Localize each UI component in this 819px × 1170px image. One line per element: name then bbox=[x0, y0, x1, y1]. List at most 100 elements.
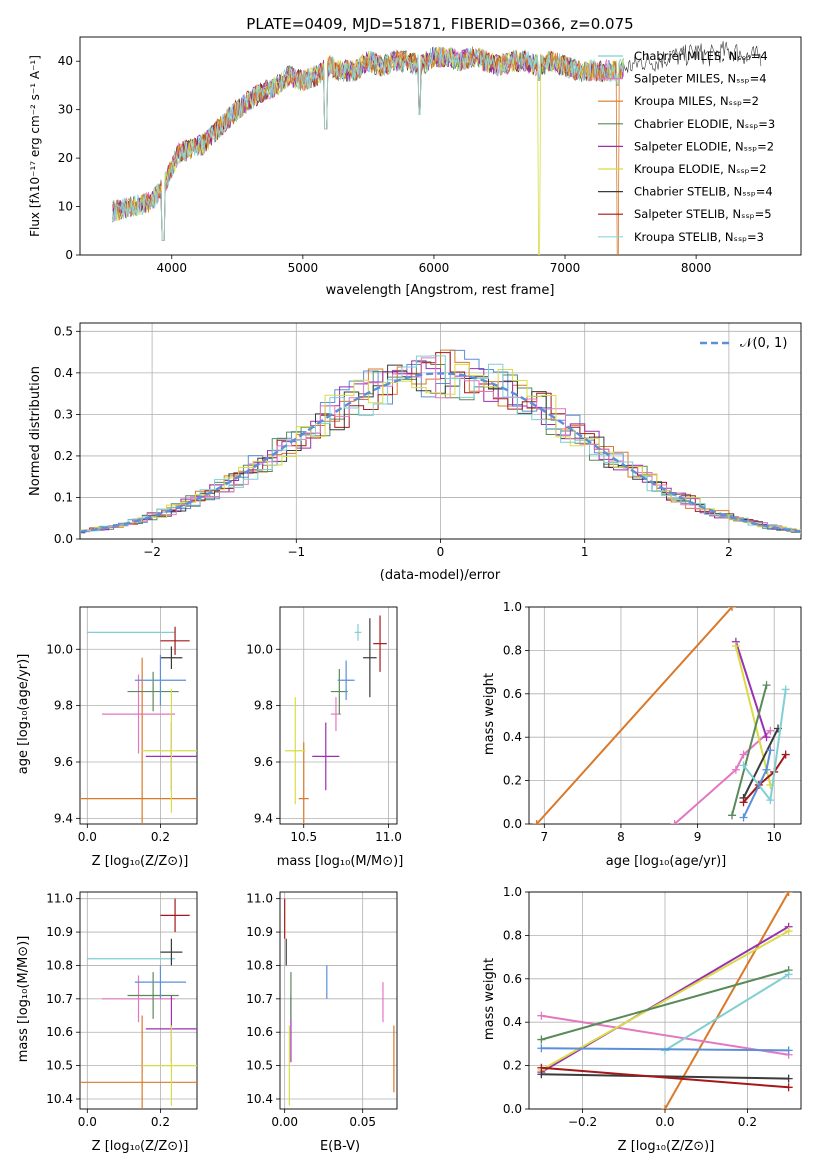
weight-age-marker-2-1 bbox=[762, 733, 771, 742]
weight-z-marker-4-0 bbox=[537, 1035, 546, 1044]
weight-z-line-miles_salpeter bbox=[541, 1014, 789, 1056]
age-mass-ytick-label-3: 10.0 bbox=[246, 642, 273, 656]
mass-ebv-ytick-label-1: 10.5 bbox=[246, 1059, 273, 1073]
weight-age-marker-1-0 bbox=[670, 820, 679, 824]
weight-age-ytick-label-4: 0.8 bbox=[503, 643, 522, 657]
weight-z-xlabel: Z [log₁₀(Z/Z⊙)] bbox=[618, 1139, 715, 1154]
weight-z-marker-8-1 bbox=[784, 1046, 793, 1055]
weight-age-marker-7-2 bbox=[781, 685, 790, 694]
age-mass-ytick-label-1: 9.6 bbox=[254, 755, 273, 769]
weight-age-marker-1-3 bbox=[766, 726, 775, 735]
weight-age-xtick-label-3: 10 bbox=[767, 830, 782, 844]
weight-age-line-elodie_kroupa bbox=[734, 645, 772, 786]
spectrum-legend-label-4: Salpeter ELODIE, Nₛₛₚ=2 bbox=[634, 139, 774, 153]
weight-z-marker-7-1 bbox=[784, 970, 793, 979]
weight-age-line-stelib_chabrier bbox=[742, 728, 779, 799]
spectrum-ytick-label-0: 0 bbox=[65, 248, 73, 262]
spectrum-ytick-label-4: 40 bbox=[58, 54, 73, 68]
weight-age-ytick-label-3: 0.6 bbox=[503, 687, 522, 701]
age-z-ytick-label-2: 9.8 bbox=[54, 699, 73, 713]
weight-z-line-stelib_salpeter bbox=[541, 1066, 789, 1089]
spectrum-xtick-label-1: 5000 bbox=[288, 261, 319, 275]
residuals-ytick-label-3: 0.3 bbox=[54, 407, 73, 421]
weight-age-series bbox=[532, 607, 790, 824]
residuals-xlabel: (data-model)/error bbox=[380, 568, 501, 583]
weight-age-xtick-label-2: 9 bbox=[694, 830, 702, 844]
weight-z-ytick-label-4: 0.8 bbox=[503, 928, 522, 942]
spectrum-ytick-label-1: 10 bbox=[58, 200, 73, 214]
weight-z-marker-0-0 bbox=[661, 1105, 669, 1109]
mass-z-ytick-label-2: 10.6 bbox=[46, 1025, 73, 1039]
weight-age-marker-1-1 bbox=[731, 765, 740, 774]
weight-z-marker-0-1 bbox=[784, 892, 793, 896]
residuals-histograms bbox=[80, 349, 801, 534]
weight-z-line-miles_chabrier bbox=[664, 973, 790, 1052]
mass-z-ylabel: mass [log₁₀(M/M⊙)] bbox=[16, 936, 31, 1063]
weight-age-line-miles_salpeter bbox=[673, 729, 772, 824]
weight-z-marker-5-1 bbox=[784, 1074, 793, 1083]
age-z-xlabel: Z [log₁₀(Z/Z⊙)] bbox=[92, 854, 189, 869]
mass-ebv-frame bbox=[279, 891, 398, 1110]
spectrum-xlabel: wavelength [Angstrom, rest frame] bbox=[326, 283, 555, 298]
weight-age-marker-6-0 bbox=[739, 798, 748, 807]
weight-z-line-elodie_kroupa bbox=[540, 930, 790, 1071]
mass-ebv-ytick-label-3: 10.7 bbox=[246, 992, 273, 1006]
weight-age-xtick-label-0: 7 bbox=[541, 830, 549, 844]
weight-z-marker-8-0 bbox=[537, 1044, 546, 1053]
spectrum-lines bbox=[112, 41, 762, 255]
spectrum-legend-label-6: Chabrier STELIB, Nₛₛₚ=4 bbox=[634, 185, 773, 199]
weight-z-ytick-label-0: 0.0 bbox=[503, 1102, 522, 1116]
mass-z-frame bbox=[79, 891, 198, 1110]
residuals-xtick-label-0: −2 bbox=[143, 545, 161, 559]
weight-age-line-miles_kroupa bbox=[535, 607, 733, 824]
age-z-ylabel: age [log₁₀(age/yr)] bbox=[16, 654, 31, 775]
weight-age-marker-7-1 bbox=[766, 796, 775, 805]
spectrum-ylabel: Flux [fλ10⁻¹⁷ erg cm⁻² s⁻¹ A⁻¹] bbox=[28, 55, 42, 237]
mass-ebv-ytick-label-0: 10.4 bbox=[246, 1092, 273, 1106]
weight-age-marker-4-1 bbox=[762, 681, 771, 690]
weight-z-ytick-label-5: 1.0 bbox=[503, 885, 522, 899]
spectrum-ytick-label-3: 30 bbox=[58, 103, 73, 117]
spectrum-xtick-label-2: 6000 bbox=[419, 261, 450, 275]
residuals-normal-curve bbox=[80, 372, 801, 533]
residuals-xtick-label-2: 0 bbox=[437, 545, 445, 559]
weight-age-marker-7-0 bbox=[739, 761, 748, 770]
spectrum-legend-label-2: Kroupa MILES, Nₛₛₚ=2 bbox=[634, 94, 759, 108]
age-mass-frame bbox=[279, 606, 398, 825]
mass-z-xlabel: Z [log₁₀(Z/Z⊙)] bbox=[92, 1139, 189, 1154]
age-mass-xlabel: mass [log₁₀(M/M⊙)] bbox=[277, 854, 404, 869]
residuals-hist-elodie_kroupa bbox=[80, 363, 801, 534]
weight-age-ylabel: mass weight bbox=[482, 673, 497, 755]
weight-z-marker-6-1 bbox=[784, 1083, 793, 1092]
spectrum-xtick-label-3: 7000 bbox=[550, 261, 581, 275]
weight-z-ylabel: mass weight bbox=[482, 958, 497, 1040]
age-z-ytick-label-0: 9.4 bbox=[54, 811, 73, 825]
weight-z-ytick-label-1: 0.2 bbox=[503, 1059, 522, 1073]
weight-age-marker-8-0 bbox=[739, 813, 748, 822]
weight-z-line-elodie_chabrier bbox=[541, 969, 789, 1041]
weight-age-frame bbox=[528, 606, 802, 825]
weight-age-ytick-label-2: 0.4 bbox=[503, 730, 522, 744]
residuals-ytick-label-4: 0.4 bbox=[54, 366, 73, 380]
spectrum-legend-label-1: Salpeter MILES, Nₛₛₚ=4 bbox=[634, 72, 767, 86]
spectrum-ytick-label-2: 20 bbox=[58, 151, 73, 165]
mass-z-xtick-label-1: 0.2 bbox=[151, 1115, 170, 1129]
residuals-ytick-label-2: 0.2 bbox=[54, 449, 73, 463]
weight-z-line-miles_kroupa bbox=[664, 892, 790, 1109]
mass-z-ytick-label-1: 10.5 bbox=[46, 1059, 73, 1073]
spectrum-line-stelib_kroupa bbox=[112, 45, 624, 241]
weight-z-ytick-label-3: 0.6 bbox=[503, 972, 522, 986]
weight-age-xlabel: age [log₁₀(age/yr)] bbox=[606, 854, 727, 869]
residuals-ytick-label-0: 0.0 bbox=[54, 532, 73, 546]
weight-z-ytick-label-2: 0.4 bbox=[503, 1015, 522, 1029]
weight-age-marker-8-1 bbox=[762, 765, 771, 774]
weight-age-marker-0-1 bbox=[728, 607, 737, 611]
mass-ebv-xtick-label-1: 0.05 bbox=[349, 1115, 376, 1129]
weight-age-ytick-label-0: 0.0 bbox=[503, 817, 522, 831]
mass-z-ytick-label-5: 10.9 bbox=[46, 925, 73, 939]
spectrum-frame bbox=[79, 36, 802, 256]
weight-age-line-elodie_chabrier bbox=[731, 684, 768, 816]
weight-age-marker-8-2 bbox=[766, 746, 775, 755]
spectrum-legend-label-7: Salpeter STELIB, Nₛₛₚ=5 bbox=[634, 207, 772, 221]
